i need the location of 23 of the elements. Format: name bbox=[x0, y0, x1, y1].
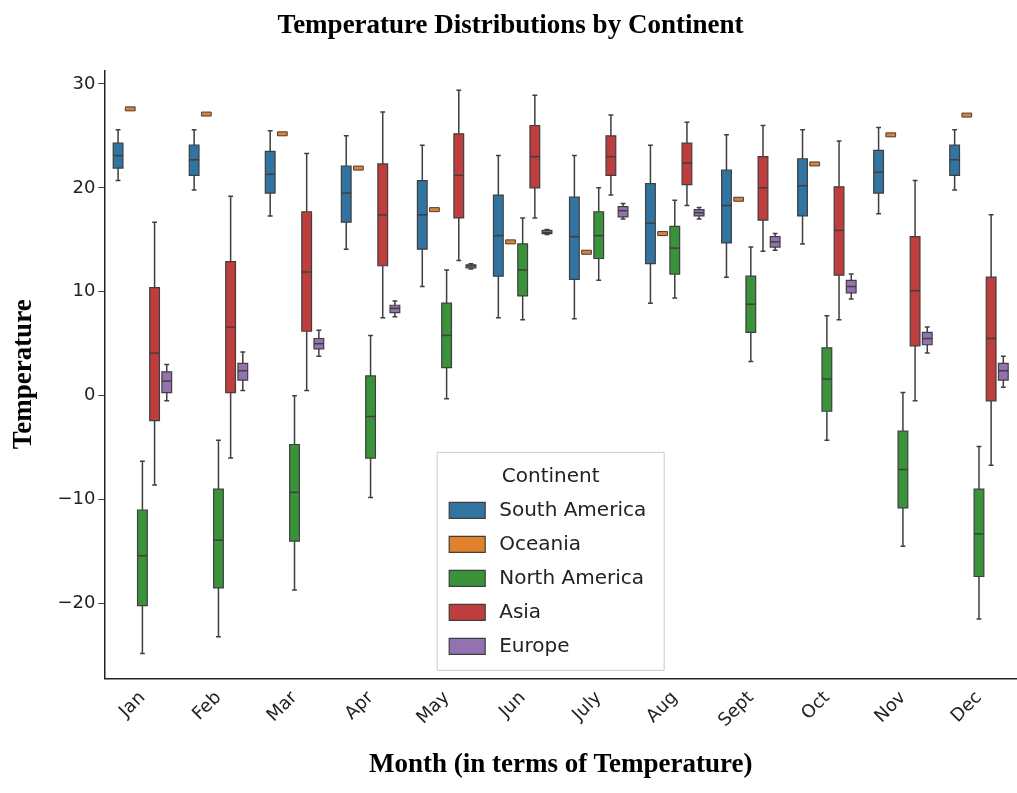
x-tick-label: Dec bbox=[945, 686, 986, 726]
legend-label: Asia bbox=[499, 598, 542, 623]
x-tick-label: Mar bbox=[261, 685, 302, 726]
x-axis-title: Month (in terms of Temperature) bbox=[368, 747, 753, 778]
y-tick-label: −10 bbox=[57, 487, 96, 509]
x-tick-label: Jan bbox=[113, 686, 149, 722]
legend-title: Continent bbox=[501, 462, 600, 487]
x-tick-label: Apr bbox=[339, 685, 378, 724]
y-tick-label: 30 bbox=[72, 71, 96, 93]
legend-label: Europe bbox=[499, 632, 570, 657]
legend-label: Oceania bbox=[499, 530, 581, 555]
legend-label: North America bbox=[499, 564, 644, 589]
x-tick-label: Jun bbox=[493, 686, 529, 722]
y-tick-label: 20 bbox=[72, 175, 96, 197]
legend-label: South America bbox=[499, 496, 647, 521]
y-tick-label: −20 bbox=[57, 591, 96, 613]
x-tick-label: Nov bbox=[869, 686, 910, 726]
chart-title: Temperature Distributions by Continent bbox=[277, 9, 744, 40]
y-tick-label: 0 bbox=[83, 383, 96, 405]
y-axis-title: Temperature bbox=[7, 299, 38, 450]
x-tick-label: Oct bbox=[796, 686, 833, 724]
y-tick-label: 10 bbox=[72, 279, 96, 301]
x-tick-label: Feb bbox=[187, 686, 225, 724]
